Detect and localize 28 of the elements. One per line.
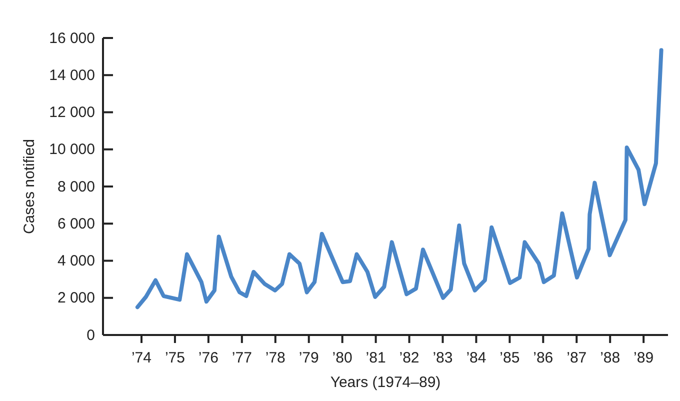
y-tick-label: 10 000 <box>49 141 95 158</box>
x-tick-label: ’81 <box>366 350 386 366</box>
y-tick-label: 14 000 <box>49 66 95 84</box>
x-tick-label: ’74 <box>131 350 152 366</box>
x-tick-label: ’80 <box>332 350 352 366</box>
y-tick-label: 2 000 <box>57 290 95 307</box>
x-tick-label: ’84 <box>466 350 486 366</box>
y-axis-title: Cases notified <box>21 138 38 234</box>
y-tick-label: 8 000 <box>57 178 95 196</box>
x-tick-label: ’82 <box>399 350 420 366</box>
line-series <box>135 48 664 310</box>
y-tick-label: 4 000 <box>57 252 95 270</box>
y-tick-label: 0 <box>86 326 95 344</box>
x-tick-label: ’78 <box>265 350 286 366</box>
x-tick-label: ’86 <box>533 350 554 366</box>
x-tick-label: ’77 <box>232 350 252 366</box>
y-tick-label: 12 000 <box>49 104 95 122</box>
x-tick-label: ’83 <box>432 350 453 366</box>
x-tick-label: ’75 <box>164 350 185 366</box>
x-axis-title: Years (1974–89) <box>330 374 441 391</box>
x-tick-label: ’85 <box>500 350 520 366</box>
x-tick-label: ’79 <box>298 350 319 366</box>
x-tick-label: ’88 <box>600 350 620 366</box>
x-tick-label: ’87 <box>566 350 587 366</box>
y-tick-label: 16 000 <box>49 30 95 47</box>
x-tick-label: ’89 <box>634 350 654 366</box>
x-tick-label: ’76 <box>198 350 218 366</box>
y-tick-label: 6 000 <box>57 215 95 232</box>
